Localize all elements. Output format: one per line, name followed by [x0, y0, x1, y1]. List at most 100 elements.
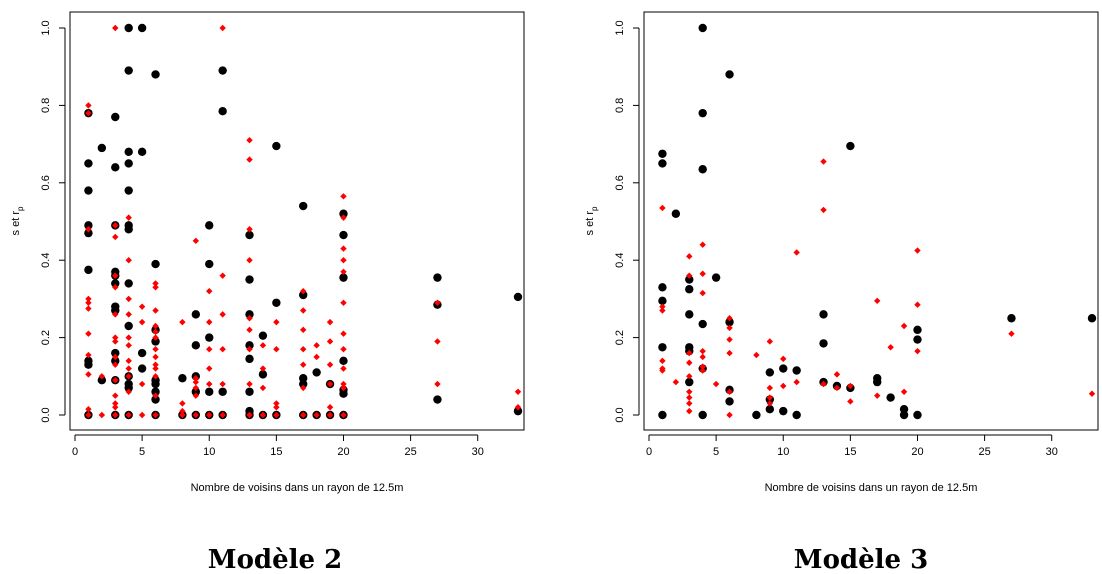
data-point-red	[686, 373, 693, 380]
plot-frame	[69, 11, 525, 431]
data-point-red	[273, 400, 280, 407]
data-point-red	[514, 404, 522, 411]
data-point-red	[85, 411, 92, 419]
data-point-black	[124, 186, 133, 195]
data-point-black	[339, 273, 348, 282]
data-point-red	[219, 272, 226, 279]
data-point-red	[766, 400, 774, 407]
data-point-black	[245, 387, 254, 396]
data-point-red	[914, 347, 921, 355]
data-point-red	[340, 257, 347, 264]
data-point-red	[112, 334, 119, 341]
data-point-red	[1008, 330, 1015, 337]
data-point-red	[340, 299, 347, 306]
data-point-black	[779, 406, 788, 416]
data-point-black	[111, 163, 120, 172]
data-point-black	[111, 279, 120, 288]
data-point-red	[125, 411, 132, 419]
data-point-red	[152, 334, 159, 341]
data-point-red	[138, 411, 146, 419]
data-point-red	[434, 338, 441, 345]
data-point-red	[686, 253, 693, 260]
data-point-red	[900, 322, 908, 330]
data-point-black	[913, 410, 922, 420]
data-point-black	[658, 159, 667, 168]
x-tick-label: 20	[337, 446, 349, 458]
data-point-black	[137, 147, 147, 157]
y-tick-label: 0.2	[40, 330, 52, 345]
data-point-red	[246, 411, 253, 419]
data-point-red	[246, 226, 253, 233]
plot-frame	[643, 11, 1099, 431]
chart-modele-2: 0 5 10 15 20 25 30 0.0 0.2 0.4 0.6 0.8 1.0 Nombre d…	[10, 11, 525, 574]
data-point-red	[766, 338, 774, 345]
data-point-black	[151, 395, 160, 404]
data-point-black	[84, 265, 93, 275]
data-point-red	[273, 411, 280, 419]
data-point-red	[326, 404, 334, 411]
data-point-red	[179, 318, 186, 326]
data-point-red	[672, 378, 680, 386]
x-tick-label: 10	[203, 446, 215, 458]
data-point-red	[326, 318, 334, 326]
data-point-black	[1007, 314, 1016, 323]
data-point-black	[151, 70, 160, 79]
data-point-red	[206, 365, 213, 372]
data-point-black	[792, 366, 801, 375]
data-point-red	[85, 226, 92, 233]
data-point-black	[84, 221, 93, 230]
y-axis-label: s et rp	[584, 206, 599, 235]
data-point-red	[138, 303, 146, 310]
data-point-red	[206, 287, 213, 295]
data-point-red	[326, 361, 334, 368]
data-point-black	[899, 404, 909, 414]
data-point-red	[712, 380, 720, 388]
data-point-red	[152, 411, 159, 419]
data-point-black	[124, 225, 133, 234]
data-point-red	[659, 357, 666, 365]
data-point-red	[112, 311, 119, 318]
data-point-black	[137, 348, 147, 358]
data-point-red	[206, 411, 213, 419]
data-point-red	[300, 361, 307, 368]
chart-caption: Modèle 3	[794, 545, 928, 574]
data-point-red	[833, 384, 841, 392]
x-tick-label: 5	[139, 446, 145, 458]
data-point-black	[84, 360, 93, 369]
data-point-red	[246, 315, 253, 322]
data-point-black	[258, 370, 268, 379]
data-point-red	[820, 380, 827, 388]
data-point-red	[206, 346, 213, 353]
data-point-black	[886, 393, 895, 402]
data-point-black	[765, 368, 775, 377]
x-axis: 0 5 10 15 20 25 30	[72, 434, 484, 458]
data-point-red	[85, 330, 92, 337]
data-point-black	[299, 201, 308, 211]
y-axis-label-sub: p	[16, 206, 25, 211]
data-point-black	[658, 283, 667, 292]
data-point-black	[151, 259, 160, 269]
data-point-black	[312, 368, 321, 377]
data-point-black	[97, 143, 107, 153]
data-point-black	[97, 375, 107, 385]
data-point-red	[246, 380, 253, 388]
data-point-red	[152, 322, 159, 330]
data-point-black	[245, 230, 254, 240]
data-point-red	[219, 311, 226, 318]
data-point-red	[246, 346, 253, 353]
data-point-red	[85, 305, 92, 312]
y-axis: 0.0 0.2 0.4 0.6 0.8 1.0	[40, 20, 66, 423]
data-point-red	[152, 284, 159, 291]
data-point-red	[659, 367, 666, 374]
y-tick-label: 0.6	[40, 175, 52, 190]
data-point-black	[84, 159, 93, 168]
data-point-black	[191, 387, 201, 396]
x-tick-label: 30	[472, 446, 484, 458]
data-point-black	[913, 325, 922, 335]
data-point-red	[125, 257, 132, 264]
data-point-red	[699, 363, 706, 370]
data-point-black	[765, 404, 775, 414]
data-point-red	[152, 365, 159, 372]
data-point-red	[326, 380, 334, 388]
data-point-red	[138, 318, 146, 326]
